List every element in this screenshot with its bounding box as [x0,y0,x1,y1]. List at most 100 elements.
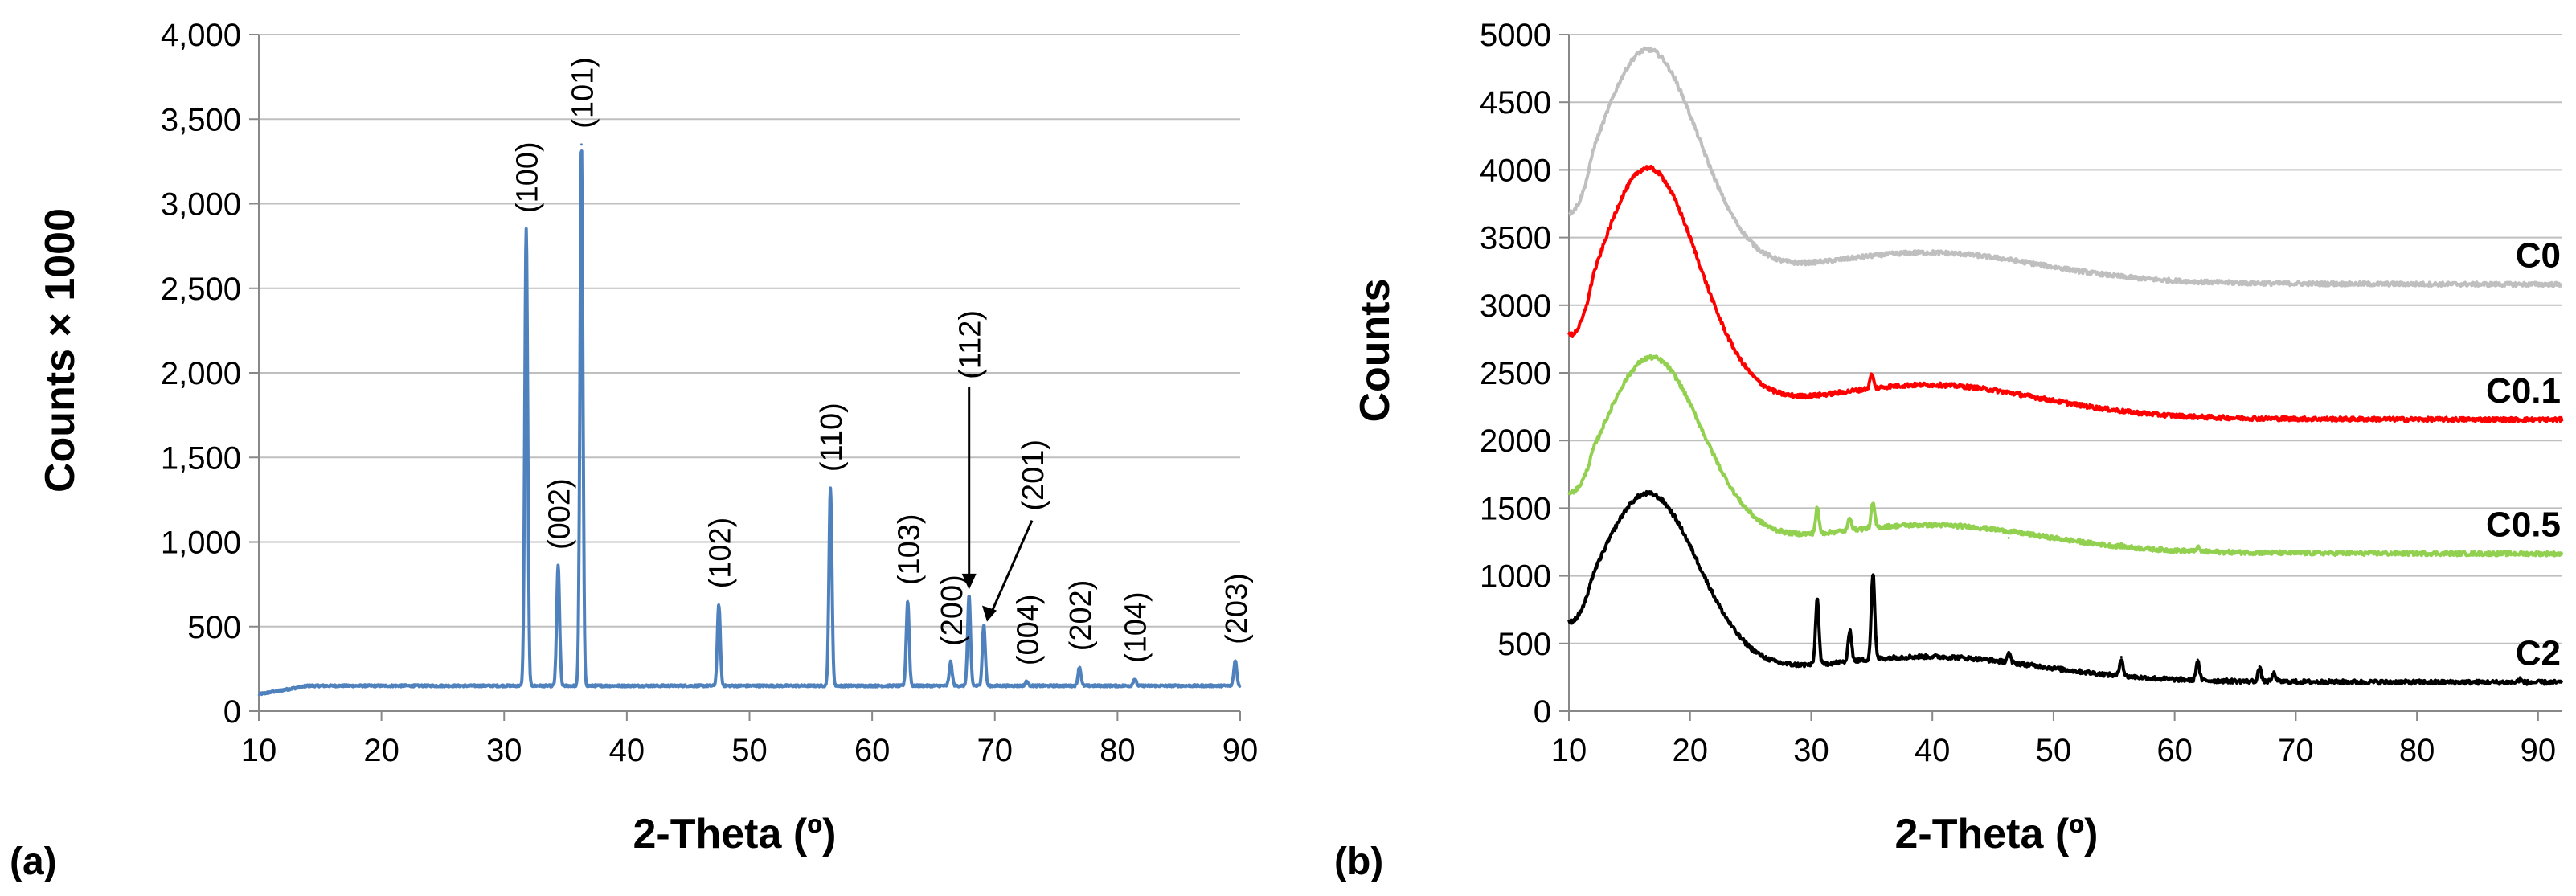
x-tick-label: 80 [1100,733,1136,768]
series-line-c2 [1567,489,2564,686]
y-tick-label: 3,000 [161,187,241,223]
series-layer-a [257,149,1242,697]
y-tick-label: 0 [223,694,241,730]
x-tick-label: 40 [1915,733,1951,768]
peak-point [1849,630,1852,633]
peak-point [1849,518,1852,521]
peak-point [579,143,583,146]
peak-label: (112) [954,310,988,379]
y-tick-label: 2500 [1480,356,1551,391]
y-tick-label: 3000 [1480,288,1551,324]
y-tick-label: 1,500 [161,440,241,476]
series-label: C2 [2516,634,2561,673]
series-label: C0 [2516,236,2561,276]
peak-point [525,227,528,231]
series-layer-b [1567,46,2564,686]
y-tick-label: 2,000 [161,356,241,391]
x-tick-label: 20 [363,733,399,768]
peak-point [968,595,971,598]
peak-point [1871,502,1874,505]
panel-label-a: (a) [10,841,57,883]
y-tick-label: 3,500 [161,102,241,137]
y-tick-label: 2000 [1480,423,1551,459]
peak-point [906,599,909,603]
x-tick-label: 10 [241,733,277,768]
peak-label: (200) [936,575,969,646]
peak-point [829,486,832,489]
y-tick-label: 1500 [1480,491,1551,526]
x-tick-label: 70 [2278,733,2314,768]
chart-panel-a: 0 500 1,000 1,500 2,000 2,500 3,000 3,500 4,000 1… [10,18,1258,883]
peak-label: (002) [543,478,576,550]
series-line-zno [257,149,1242,697]
peak-point [982,624,985,627]
series-label: C0.5 [2486,505,2561,545]
y-tick-label: 3500 [1480,221,1551,256]
x-tick-label: 70 [977,733,1014,768]
peak-point [556,564,559,567]
peak-point [1871,573,1874,576]
peak-point [1816,509,1819,513]
peak-label: (100) [511,141,545,213]
peak-point [2007,536,2010,539]
x-axis-title-b: 2-Theta (º) [1895,811,2099,857]
chart-panel-b: 0 500 1000 1500 2000 2500 3000 3500 4000 4500 5000… [1334,18,2564,883]
x-tick-label: 30 [1793,733,1829,768]
peak-arrow-line [989,520,1034,616]
peak-label: (203) [1220,573,1254,644]
peak-point [949,661,952,664]
peak-labels-a: (100) (002) (101) (102) (110) (103) (200) (112)… [511,57,1254,683]
peak-point [2119,543,2123,546]
series-label: C0.1 [2486,371,2561,411]
peak-label: (102) [703,518,737,589]
y-tick-label: 1000 [1480,559,1551,595]
y-tick-label: 500 [187,610,241,645]
peak-point [717,603,720,606]
panel-label-b: (b) [1334,841,1383,883]
peak-point [2258,665,2261,668]
peak-point [1234,659,1237,662]
x-tick-label: 50 [731,733,768,768]
peak-label: (201) [1017,440,1050,511]
peak-label: (103) [892,513,926,585]
peak-arrow-head [982,605,997,622]
x-tick-label: 40 [609,733,645,768]
peak-point [2518,676,2521,679]
axes-a: 0 500 1,000 1,500 2,000 2,500 3,000 3,500 4,000 1… [161,18,1258,768]
x-tick-label: 90 [1222,733,1259,768]
x-tick-label: 20 [1672,733,1708,768]
x-tick-label: 60 [854,733,891,768]
y-tick-label: 4000 [1480,153,1551,188]
y-tick-label: 500 [1497,627,1551,662]
series-line-c0-5 [1567,354,2564,558]
peak-point [1025,680,1028,683]
peak-point [2007,652,2010,655]
gridlines-b [1569,34,2562,644]
y-tick-label: 2,500 [161,272,241,307]
series-labels-b: C0 C0.1 C0.5 C2 [1816,236,2561,679]
peak-point [1870,374,1874,377]
y-tick-label: 1,000 [161,526,241,561]
gridlines-a [259,34,1240,628]
peak-point [1133,677,1136,681]
peak-label: (110) [815,403,849,472]
x-axis-title-a: 2-Theta (º) [633,811,837,857]
y-tick-label: 0 [1534,694,1551,730]
x-tick-label: 10 [1551,733,1587,768]
y-tick-label: 5000 [1480,18,1551,53]
y-tick-label: 4,000 [161,18,241,53]
peak-point [1078,665,1081,669]
series-line-c0-1 [1567,164,2564,423]
peak-arrow-head [961,573,977,590]
x-tick-label: 80 [2399,733,2435,768]
peak-label: (202) [1064,580,1098,652]
peak-point [2196,545,2199,548]
x-tick-label: 60 [2156,733,2193,768]
y-axis-title-a: Counts × 1000 [37,208,84,493]
series-line-c0 [1567,46,2563,288]
axes-b: 0 500 1000 1500 2000 2500 3000 3500 4000 4500 5000… [1480,18,2562,768]
y-tick-label: 4500 [1480,85,1551,121]
peak-label: (101) [566,57,600,129]
peak-point [1816,600,1819,603]
